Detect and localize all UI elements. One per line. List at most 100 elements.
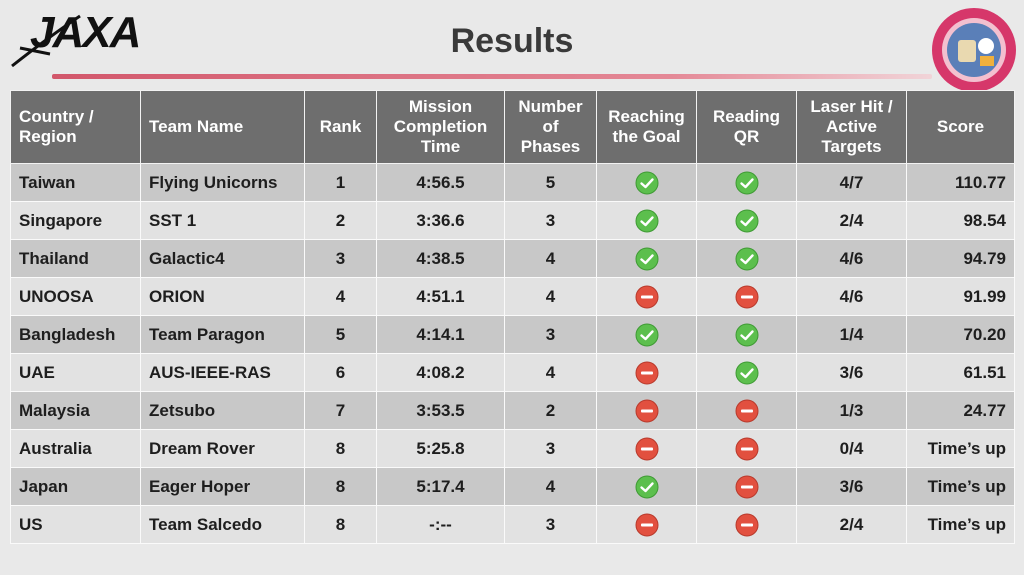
cell-reaching-goal — [596, 163, 697, 202]
cell-score: 61.51 — [906, 353, 1015, 392]
cell-reaching-goal — [596, 277, 697, 316]
success-check-icon — [735, 171, 759, 195]
cell-mission-time: 4:08.2 — [376, 353, 505, 392]
table-row: Australia Dream Rover 8 5:25.8 3 0/4 Time’s up — [10, 429, 1015, 468]
cell-mission-time: 4:56.5 — [376, 163, 505, 202]
cell-country: Thailand — [10, 239, 141, 278]
cell-laser-hit: 4/6 — [796, 239, 907, 278]
cell-laser-hit: 0/4 — [796, 429, 907, 468]
cell-country: Singapore — [10, 201, 141, 240]
cell-phases: 4 — [504, 353, 597, 392]
cell-rank: 1 — [304, 163, 377, 202]
column-header-goal: Reaching the Goal — [596, 90, 697, 164]
table-row: Thailand Galactic4 3 4:38.5 4 4/6 94.79 — [10, 239, 1015, 278]
cell-team-name: AUS-IEEE-RAS — [140, 353, 305, 392]
cell-mission-time: 4:51.1 — [376, 277, 505, 316]
cell-reading-qr — [696, 315, 797, 354]
cell-mission-time: 5:17.4 — [376, 467, 505, 506]
column-header-qr: Reading QR — [696, 90, 797, 164]
cell-score: 98.54 — [906, 201, 1015, 240]
table-header-row: Country / Region Team Name Rank Mission … — [10, 90, 1015, 164]
cell-score: 91.99 — [906, 277, 1015, 316]
cell-score: 110.77 — [906, 163, 1015, 202]
cell-rank: 2 — [304, 201, 377, 240]
fail-minus-icon — [735, 437, 759, 461]
cell-rank: 8 — [304, 467, 377, 506]
jaxa-swoosh-icon — [11, 14, 81, 68]
cell-rank: 6 — [304, 353, 377, 392]
cell-rank: 4 — [304, 277, 377, 316]
cell-laser-hit: 4/7 — [796, 163, 907, 202]
table-row: Malaysia Zetsubo 7 3:53.5 2 1/3 24.77 — [10, 391, 1015, 430]
cell-laser-hit: 1/4 — [796, 315, 907, 354]
column-header-country: Country / Region — [10, 90, 141, 164]
cell-mission-time: 3:36.6 — [376, 201, 505, 240]
cell-reading-qr — [696, 505, 797, 544]
results-table: Country / Region Team Name Rank Mission … — [10, 90, 1015, 544]
cell-reading-qr — [696, 391, 797, 430]
table-row: Taiwan Flying Unicorns 1 4:56.5 5 4/7 110.77 — [10, 163, 1015, 202]
cell-reaching-goal — [596, 391, 697, 430]
cell-mission-time: 4:14.1 — [376, 315, 505, 354]
jaxa-logo-text: JAXA — [30, 8, 141, 57]
cell-reaching-goal — [596, 201, 697, 240]
cell-reading-qr — [696, 467, 797, 506]
cell-team-name: Team Salcedo — [140, 505, 305, 544]
success-check-icon — [635, 209, 659, 233]
fail-minus-icon — [735, 399, 759, 423]
cell-rank: 3 — [304, 239, 377, 278]
cell-laser-hit: 2/4 — [796, 201, 907, 240]
fail-minus-icon — [635, 285, 659, 309]
cell-laser-hit: 2/4 — [796, 505, 907, 544]
cell-country: Japan — [10, 467, 141, 506]
cell-reaching-goal — [596, 239, 697, 278]
cell-score: Time’s up — [906, 429, 1015, 468]
cell-country: Taiwan — [10, 163, 141, 202]
cell-rank: 7 — [304, 391, 377, 430]
jaxa-logo: JAXA — [10, 6, 150, 78]
cell-team-name: Eager Hoper — [140, 467, 305, 506]
cell-score: 70.20 — [906, 315, 1015, 354]
cell-team-name: ORION — [140, 277, 305, 316]
cell-country: Bangladesh — [10, 315, 141, 354]
cell-laser-hit: 4/6 — [796, 277, 907, 316]
cell-reading-qr — [696, 239, 797, 278]
cell-country: UNOOSA — [10, 277, 141, 316]
cell-phases: 2 — [504, 391, 597, 430]
column-header-score: Score — [906, 90, 1015, 164]
cell-team-name: Galactic4 — [140, 239, 305, 278]
cell-reading-qr — [696, 277, 797, 316]
table-row: UAE AUS-IEEE-RAS 6 4:08.2 4 3/6 61.51 — [10, 353, 1015, 392]
results-body: Taiwan Flying Unicorns 1 4:56.5 5 4/7 110.77 Si… — [10, 163, 1015, 544]
success-check-icon — [735, 361, 759, 385]
cell-rank: 8 — [304, 505, 377, 544]
cell-phases: 5 — [504, 163, 597, 202]
title-divider — [52, 74, 932, 79]
column-header-team: Team Name — [140, 90, 305, 164]
table-row: UNOOSA ORION 4 4:51.1 4 4/6 91.99 — [10, 277, 1015, 316]
cell-laser-hit: 3/6 — [796, 353, 907, 392]
cell-phases: 3 — [504, 505, 597, 544]
success-check-icon — [635, 475, 659, 499]
success-check-icon — [635, 171, 659, 195]
cell-phases: 3 — [504, 201, 597, 240]
cell-mission-time: 4:38.5 — [376, 239, 505, 278]
column-header-time: Mission Completion Time — [376, 90, 505, 164]
fail-minus-icon — [635, 361, 659, 385]
column-header-laser: Laser Hit / Active Targets — [796, 90, 907, 164]
success-check-icon — [635, 247, 659, 271]
cell-reaching-goal — [596, 353, 697, 392]
page-title: Results — [450, 22, 574, 60]
cell-rank: 5 — [304, 315, 377, 354]
cell-score: Time’s up — [906, 505, 1015, 544]
cell-reading-qr — [696, 163, 797, 202]
success-check-icon — [735, 247, 759, 271]
cell-team-name: Flying Unicorns — [140, 163, 305, 202]
cell-team-name: Zetsubo — [140, 391, 305, 430]
table-row: Bangladesh Team Paragon 5 4:14.1 3 1/4 70.20 — [10, 315, 1015, 354]
cell-team-name: Dream Rover — [140, 429, 305, 468]
cell-reaching-goal — [596, 429, 697, 468]
table-row: Singapore SST 1 2 3:36.6 3 2/4 98.54 — [10, 201, 1015, 240]
cell-team-name: Team Paragon — [140, 315, 305, 354]
cell-rank: 8 — [304, 429, 377, 468]
